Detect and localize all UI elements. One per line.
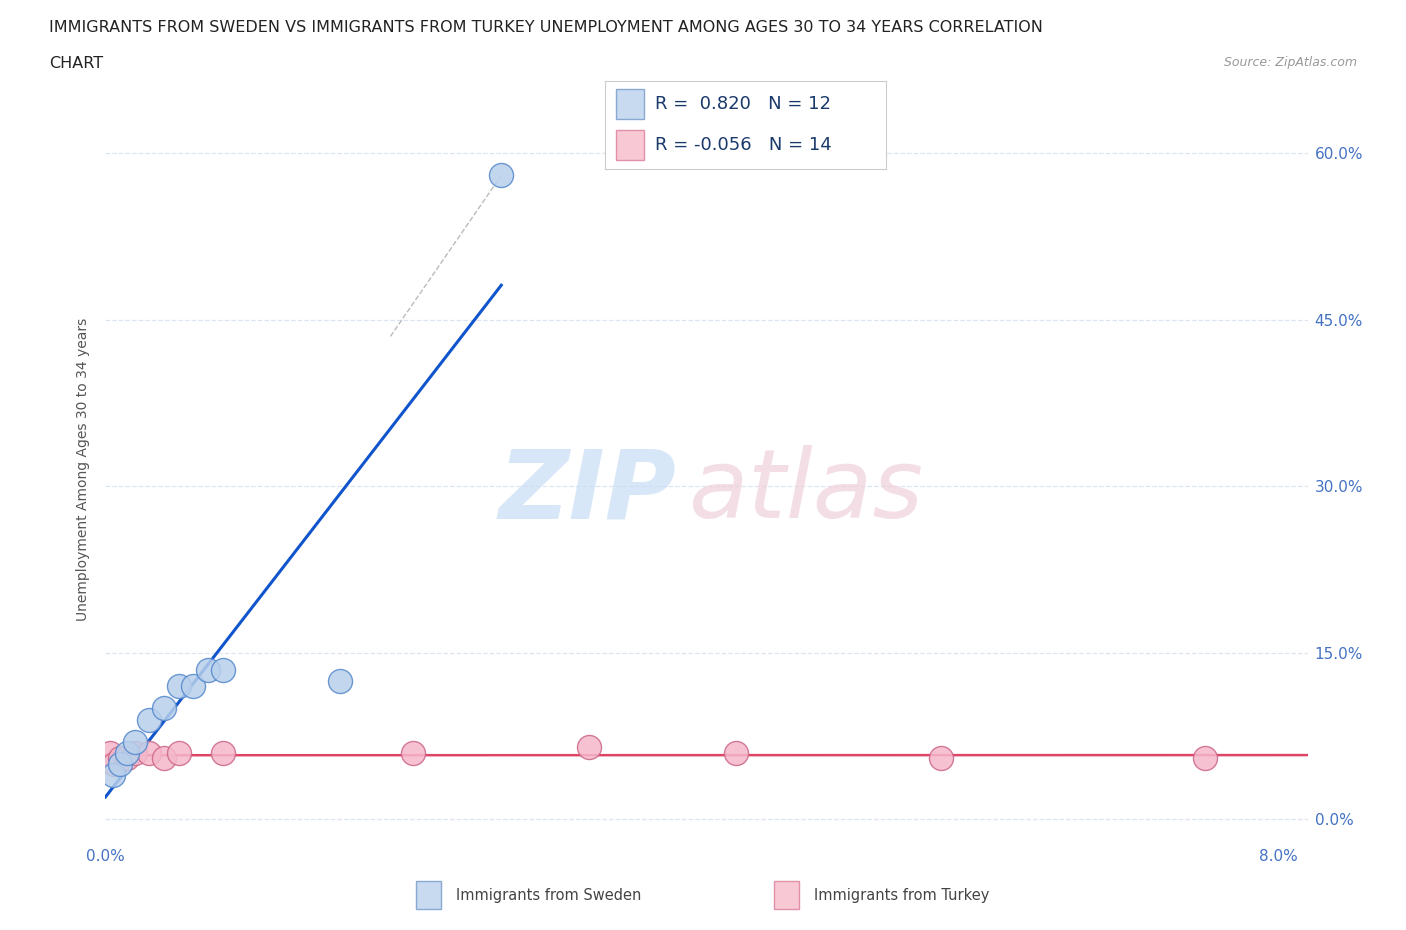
Point xyxy=(211,662,233,677)
Text: R = -0.056   N = 14: R = -0.056 N = 14 xyxy=(655,137,832,154)
Point xyxy=(124,735,146,750)
Point xyxy=(167,745,190,760)
Point xyxy=(101,767,124,782)
Point xyxy=(491,168,513,183)
Point xyxy=(108,756,131,771)
Point xyxy=(197,662,219,677)
Text: CHART: CHART xyxy=(49,56,103,71)
Point xyxy=(117,745,139,760)
Point xyxy=(117,751,139,765)
Text: ZIP: ZIP xyxy=(499,445,676,538)
Text: Immigrants from Sweden: Immigrants from Sweden xyxy=(456,887,641,903)
Text: Source: ZipAtlas.com: Source: ZipAtlas.com xyxy=(1223,56,1357,69)
Text: R =  0.820   N = 12: R = 0.820 N = 12 xyxy=(655,95,831,113)
Point xyxy=(578,740,600,755)
Point xyxy=(402,745,425,760)
Point xyxy=(1194,751,1216,765)
Text: atlas: atlas xyxy=(689,445,924,538)
Point xyxy=(108,751,131,765)
Point xyxy=(329,673,352,688)
Text: Immigrants from Turkey: Immigrants from Turkey xyxy=(814,887,990,903)
FancyBboxPatch shape xyxy=(416,882,441,910)
Point xyxy=(98,745,121,760)
Y-axis label: Unemployment Among Ages 30 to 34 years: Unemployment Among Ages 30 to 34 years xyxy=(76,318,90,621)
FancyBboxPatch shape xyxy=(616,89,644,119)
Point xyxy=(167,679,190,694)
Point xyxy=(138,745,160,760)
Point xyxy=(124,745,146,760)
Text: IMMIGRANTS FROM SWEDEN VS IMMIGRANTS FROM TURKEY UNEMPLOYMENT AMONG AGES 30 TO 3: IMMIGRANTS FROM SWEDEN VS IMMIGRANTS FRO… xyxy=(49,20,1043,35)
Point xyxy=(183,679,205,694)
Point xyxy=(153,751,176,765)
Point xyxy=(724,745,747,760)
Point xyxy=(211,745,233,760)
Point xyxy=(103,756,125,771)
FancyBboxPatch shape xyxy=(773,882,800,910)
FancyBboxPatch shape xyxy=(616,130,644,161)
Point xyxy=(138,712,160,727)
Point xyxy=(929,751,952,765)
Point xyxy=(153,701,176,716)
